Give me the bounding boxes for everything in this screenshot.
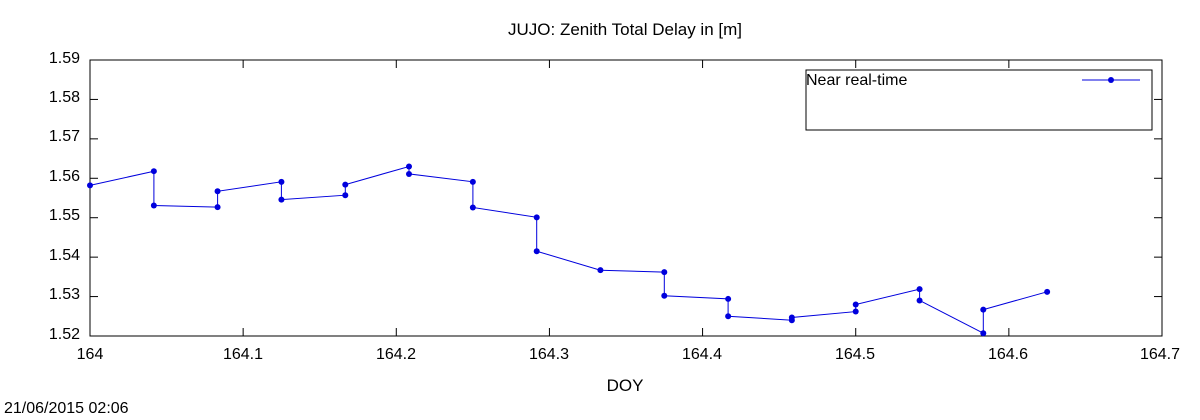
legend-label: Near real-time: [806, 72, 908, 89]
data-point: [150, 168, 157, 175]
x-tick-label: 164.7: [1139, 346, 1181, 363]
data-point: [852, 308, 859, 315]
y-tick-label: 1.54: [48, 247, 80, 264]
plot-area: [89, 59, 1163, 337]
data-point: [980, 306, 987, 313]
y-tick-label: 1.57: [48, 128, 80, 145]
x-tick-label: 164.3: [528, 346, 570, 363]
y-tick-label: 1.59: [48, 50, 80, 67]
data-point: [87, 182, 93, 189]
data-point: [469, 178, 476, 185]
data-point: [597, 267, 604, 274]
data-point: [1044, 288, 1051, 295]
y-tick-label: 1.52: [48, 326, 80, 343]
data-point: [661, 292, 668, 299]
data-point: [150, 202, 157, 209]
timestamp: 21/06/2015 02:06: [4, 400, 129, 417]
x-tick-label: 164.1: [222, 346, 264, 363]
data-point: [725, 295, 732, 302]
y-tick-label: 1.53: [48, 286, 80, 303]
x-tick-label: 164: [76, 346, 104, 363]
tick-marks: [89, 59, 1163, 337]
data-point: [533, 248, 540, 255]
y-tick-label: 1.58: [48, 89, 80, 106]
data-point: [405, 170, 412, 177]
data-point: [214, 188, 221, 195]
data-point: [278, 178, 285, 185]
data-point: [405, 163, 412, 170]
data-point: [342, 181, 349, 188]
x-tick-label: 164.6: [987, 346, 1029, 363]
data-point: [916, 297, 923, 304]
y-tick-label: 1.56: [48, 168, 80, 185]
y-tick-label: 1.55: [48, 207, 80, 224]
data-point: [278, 196, 285, 203]
data-point: [788, 314, 795, 321]
data-point: [916, 286, 923, 293]
data-point: [661, 269, 668, 276]
data-point: [469, 204, 476, 211]
data-point: [342, 192, 349, 199]
data-point: [533, 214, 540, 221]
x-tick-label: 164.4: [681, 346, 723, 363]
legend-marker: [1108, 77, 1114, 83]
x-tick-label: 164.5: [834, 346, 876, 363]
data-point: [980, 330, 987, 337]
data-point: [725, 313, 732, 320]
x-tick-label: 164.2: [375, 346, 417, 363]
series-near-real-time: [87, 163, 1051, 337]
x-axis-label: DOY: [606, 376, 644, 395]
data-point: [852, 301, 859, 308]
series-line: [89, 165, 1048, 335]
chart-title: JUJO: Zenith Total Delay in [m]: [508, 20, 742, 39]
data-point: [214, 204, 221, 211]
